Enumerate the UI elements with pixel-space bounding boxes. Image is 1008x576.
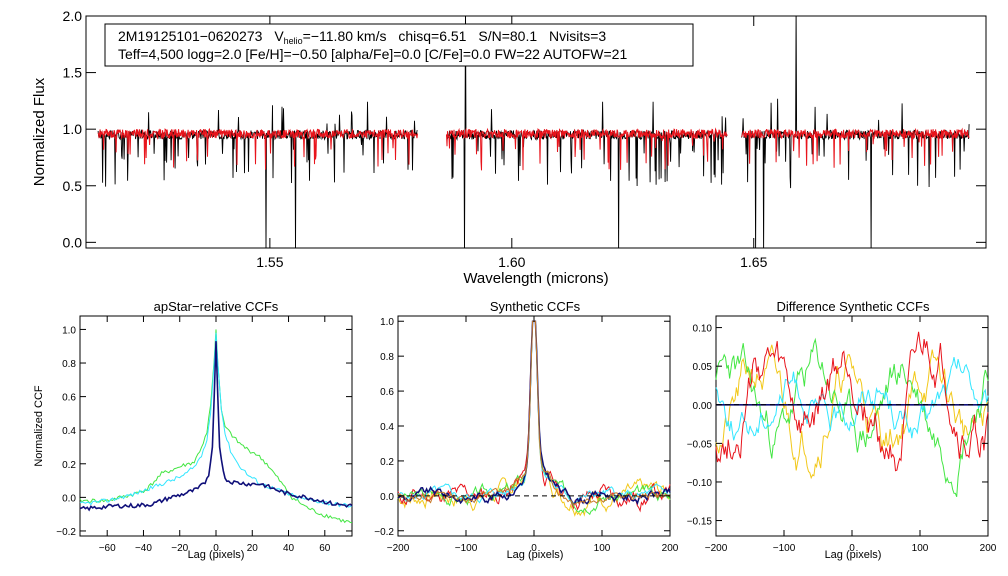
synthetic-ccf-frame — [397, 315, 671, 537]
header-vhelio-sub: helio — [284, 36, 303, 46]
synthetic-ccf-xlabel: Lag (pixels) — [507, 549, 564, 561]
spectrum-model-line — [446, 127, 728, 171]
synthetic-ccf-xtick-label: 100 — [594, 543, 611, 554]
difference-ccf-xtick-label: −100 — [773, 543, 796, 554]
apstar-ccf-ytick-label: −0.2 — [56, 527, 76, 538]
synthetic-ccf-axes: −200 −100 0 100 200 −0.2 0.0 0.2 0.4 0.6 0.8 1.0 — [374, 316, 679, 554]
header-sn: S/N=80.1 — [478, 28, 537, 44]
apstar-ccf-ytick-label: 0.0 — [62, 493, 76, 504]
synthetic-ccf-cyan-line — [397, 320, 671, 505]
synthetic-ccf-ytick-label: −0.2 — [374, 527, 394, 538]
spectrum-ytick-label: 0.5 — [63, 178, 83, 194]
spectrum-ytick-label: 0.0 — [63, 234, 83, 250]
spectrum-model-line — [97, 127, 418, 170]
difference-ccf-series — [715, 331, 989, 497]
difference-ccf-red-line — [715, 331, 989, 472]
difference-ccf-ytick-label: 0.05 — [693, 362, 713, 373]
difference-ccf-ytick-label: −0.05 — [687, 439, 713, 450]
synthetic-ccf-red-line — [397, 320, 671, 513]
difference-ccf-ytick-label: −0.15 — [687, 517, 713, 528]
synthetic-ccf-orange-line — [397, 320, 671, 505]
synthetic-ccf-ytick-label: 0.6 — [380, 387, 394, 398]
synthetic-ccf-xtick-label: −100 — [455, 543, 478, 554]
synthetic-ccf-navy-line — [397, 320, 671, 506]
header-object: 2M19125101−0620273 — [118, 28, 263, 44]
difference-ccf-xtick-label: 100 — [912, 543, 929, 554]
synthetic-ccf-xtick-label: 0 — [531, 543, 537, 554]
synthetic-ccf-xtick-label: 200 — [662, 543, 679, 554]
synthetic-ccf-ytick-label: 0.0 — [380, 492, 394, 503]
difference-ccf-axes: −200 −100 0 100 200 −0.15 −0.10 −0.05 0.00 0.05 0.… — [687, 316, 997, 554]
apstar-ccf-xtick-label: 60 — [319, 543, 331, 554]
spectrum-model-line — [741, 127, 970, 168]
difference-ccf-green-line — [715, 337, 989, 497]
info-box — [104, 23, 694, 67]
apstar-ccf-series — [79, 329, 353, 524]
difference-ccf-title: Difference Synthetic CCFs — [777, 299, 930, 314]
header-nvisits: Nvisits=3 — [549, 28, 606, 44]
apstar-ccf-xtick-label: −20 — [171, 543, 188, 554]
difference-ccf-ytick-label: −0.10 — [687, 478, 713, 489]
apstar-ccf-xtick-label: −60 — [99, 543, 116, 554]
header-line1: 2M19125101−0620273 Vhelio=−11.80 km/s ch… — [118, 28, 606, 46]
synthetic-ccf-series — [397, 320, 671, 517]
synthetic-ccf-yellow-line — [397, 320, 671, 517]
apstar-ccf-ytick-label: 1.0 — [62, 325, 76, 336]
apstar-ccf-panel: apStar−relative CCFs −60 −40 −20 0 20 40 60 −0.… — [33, 299, 353, 561]
spectrum-axes: 1.55 1.60 1.65 0.0 0.5 1.0 1.5 2.0 — [63, 8, 986, 270]
spectrum-xtick-label: 1.55 — [256, 254, 283, 270]
header-chisq: chisq=6.51 — [398, 28, 466, 44]
spectrum-series — [97, 16, 970, 248]
header-vhelio-value: =−11.80 km/s — [303, 28, 387, 44]
spectrum-ytick-label: 1.5 — [63, 65, 83, 81]
synthetic-ccf-green-line — [397, 320, 671, 516]
difference-ccf-xlabel: Lag (pixels) — [825, 549, 882, 561]
spectrum-ylabel: Normalized Flux — [31, 77, 48, 186]
difference-ccf-cyan-line — [715, 357, 989, 441]
apstar-ccf-xlabel: Lag (pixels) — [188, 549, 245, 561]
apstar-ccf-ytick-label: 0.6 — [62, 393, 76, 404]
difference-ccf-panel: Difference Synthetic CCFs −200 −100 0 100 20… — [687, 299, 997, 561]
spectrum-xtick-label: 1.65 — [740, 254, 767, 270]
apstar-ccf-xtick-label: 20 — [247, 543, 259, 554]
difference-ccf-ytick-label: 0.00 — [693, 401, 713, 412]
spectrum-frame — [85, 15, 987, 249]
difference-ccf-yellow-line — [715, 344, 989, 480]
apstar-ccf-ytick-label: 0.2 — [62, 460, 76, 471]
header-line2: Teff=4,500 logg=2.0 [Fe/H]=−0.50 [alpha/… — [118, 46, 627, 62]
difference-ccf-ytick-label: 0.10 — [693, 324, 713, 335]
apstar-ccf-ytick-label: 0.4 — [62, 426, 76, 437]
synthetic-ccf-ytick-label: 0.8 — [380, 352, 394, 363]
synthetic-ccf-ytick-label: 0.4 — [380, 422, 394, 433]
spectrum-xtick-label: 1.60 — [498, 254, 525, 270]
spectrum-panel: 1.55 1.60 1.65 0.0 0.5 1.0 1.5 2.0 Wavelength (… — [31, 8, 987, 287]
synthetic-ccf-ytick-label: 0.2 — [380, 457, 394, 468]
apstar-ccf-xtick-label: −40 — [135, 543, 152, 554]
synthetic-ccf-panel: Synthetic CCFs −200 −100 0 100 200 −0.2 0.0 0.2… — [374, 299, 679, 561]
difference-ccf-xtick-label: 200 — [980, 543, 997, 554]
difference-ccf-xtick-label: −200 — [705, 543, 728, 554]
spectrum-ytick-label: 1.0 — [63, 121, 83, 137]
header-vhelio: V — [274, 28, 284, 44]
apstar-ccf-navy-line — [79, 341, 353, 512]
spectrum-observed-line — [97, 101, 418, 248]
spectrum-ytick-label: 2.0 — [63, 8, 83, 24]
synthetic-ccf-title: Synthetic CCFs — [490, 299, 581, 314]
synthetic-ccf-ytick-label: 1.0 — [380, 317, 394, 328]
apstar-ccf-axes: −60 −40 −20 0 20 40 60 −0.2 0.0 0.2 0.4 0.6 0.8 1.0 — [56, 316, 352, 554]
spectrum-xlabel: Wavelength (microns) — [463, 270, 608, 287]
synthetic-ccf-xtick-label: −200 — [387, 543, 410, 554]
apstar-ccf-green-line — [79, 329, 353, 524]
difference-ccf-xtick-label: 0 — [849, 543, 855, 554]
apstar-ccf-title: apStar−relative CCFs — [154, 299, 279, 314]
apstar-ccf-xtick-label: 0 — [213, 543, 219, 554]
apstar-ccf-ylabel: Normalized CCF — [33, 385, 45, 467]
apstar-ccf-xtick-label: 40 — [283, 543, 295, 554]
apstar-ccf-ytick-label: 0.8 — [62, 359, 76, 370]
